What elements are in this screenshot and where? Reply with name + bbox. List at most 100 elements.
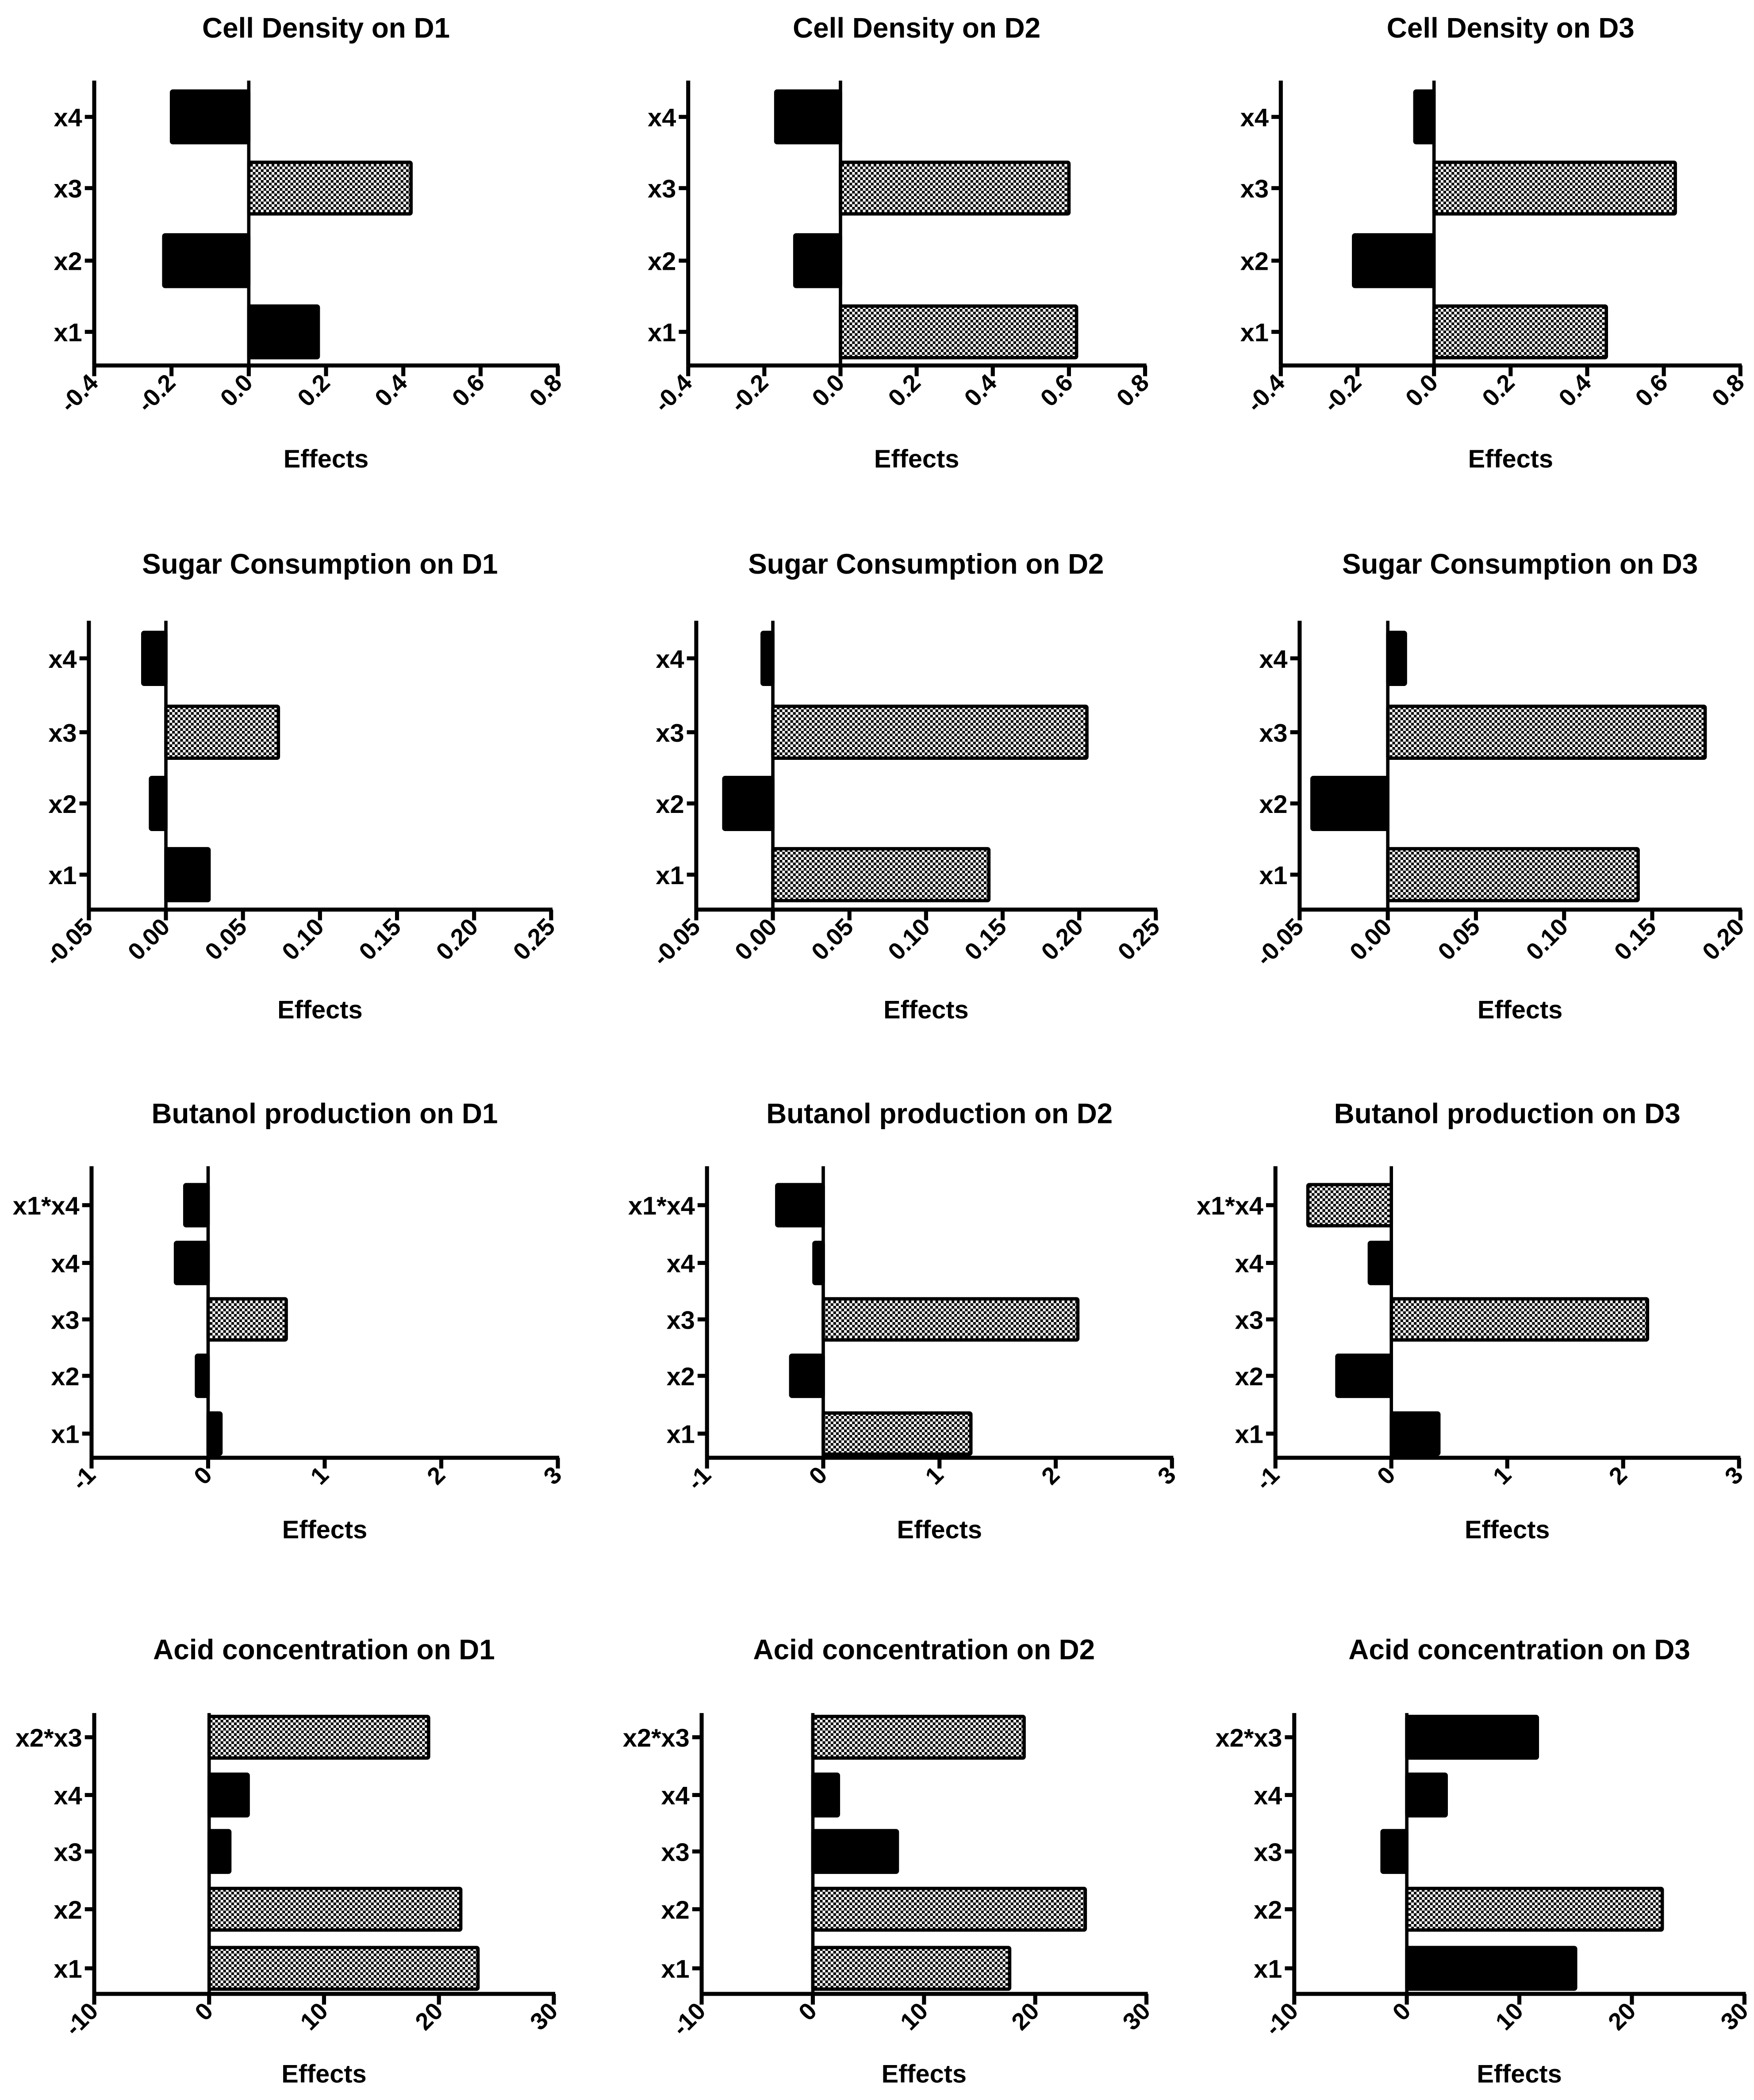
category-label: x4 xyxy=(54,104,82,132)
x-tick-label: 0.00 xyxy=(729,913,782,965)
category-label: x2 xyxy=(1235,1363,1263,1391)
x-tick-label: -0.2 xyxy=(1318,369,1366,418)
x-tick-label: 0.20 xyxy=(1036,913,1088,965)
x-tick-label: 0.0 xyxy=(1400,369,1443,412)
bar-x2 xyxy=(1310,776,1389,832)
x-tick-label: 0.6 xyxy=(1630,369,1673,412)
chart-title: Butanol production on D3 xyxy=(1334,1098,1681,1130)
x-tick-label: 30 xyxy=(1716,1997,1754,2035)
bar-x1 xyxy=(206,1411,223,1456)
category-label: x1 xyxy=(48,862,77,890)
category-label: x3 xyxy=(1240,175,1269,203)
x-tick-label: -0.05 xyxy=(40,913,98,971)
x-tick-label: 0.2 xyxy=(883,369,926,412)
x-axis-label: Effects xyxy=(282,1516,367,1544)
x-tick-label: 0.10 xyxy=(883,913,935,965)
x-tick-label: 0.6 xyxy=(447,369,490,412)
chart-panel: Acid concentration on D2 x2*x3 x4 x3 x2 x1 -10… xyxy=(623,1634,1155,2089)
x-tick-label: 0 xyxy=(804,1461,833,1490)
bar-x2 xyxy=(195,1353,210,1398)
bar-x1*x4 xyxy=(775,1183,825,1228)
chart-panel: Acid concentration on D1 x2*x3 x4 x3 x2 x1 -10… xyxy=(15,1634,563,2089)
x-axis-label: Effects xyxy=(1477,2060,1562,2089)
x-tick-label: 0 xyxy=(1372,1461,1401,1490)
bar-x4 xyxy=(812,1241,825,1285)
chart-panel: Sugar Consumption on D2 x4 x3 x2 x1 -0.05 0.00… xyxy=(647,548,1165,1024)
bar-x1 xyxy=(247,304,320,360)
bar-x3 xyxy=(811,1829,899,1874)
bar-x2 xyxy=(1405,1886,1664,1932)
chart-title: Sugar Consumption on D3 xyxy=(1342,548,1698,580)
x-tick-label: 0.2 xyxy=(292,369,335,412)
bar-x1 xyxy=(1405,1946,1577,1991)
x-tick-label: 1 xyxy=(305,1461,334,1490)
bar-x3 xyxy=(164,705,280,760)
x-tick-label: -1 xyxy=(682,1461,716,1496)
x-tick-label: -0.05 xyxy=(647,913,705,971)
bar-x2 xyxy=(162,233,251,288)
chart-title: Acid concentration on D2 xyxy=(753,1634,1095,1666)
category-label: x3 xyxy=(48,719,77,747)
bar-x2 xyxy=(722,776,775,832)
category-label: x4 xyxy=(51,1250,79,1278)
category-label: x1 xyxy=(667,1421,695,1449)
x-tick-label: 2 xyxy=(422,1461,451,1490)
chart-title: Sugar Consumption on D2 xyxy=(748,548,1104,580)
category-label: x1 xyxy=(51,1421,79,1449)
bar-x2 xyxy=(1335,1353,1393,1398)
bar-x3 xyxy=(1380,1829,1409,1874)
x-tick-label: -0.05 xyxy=(1251,913,1309,971)
bar-x1 xyxy=(839,304,1078,360)
category-label: x2*x3 xyxy=(623,1724,690,1752)
x-tick-label: 20 xyxy=(1603,1997,1641,2035)
category-label: x2 xyxy=(54,1896,82,1924)
x-axis-label: Effects xyxy=(882,2060,967,2089)
x-tick-label: 0.05 xyxy=(200,913,252,965)
x-tick-label: -0.2 xyxy=(725,369,774,418)
category-label: x2 xyxy=(1254,1896,1282,1924)
x-tick-label: -10 xyxy=(1259,1997,1303,2041)
x-tick-label: 0.15 xyxy=(1609,913,1661,965)
bar-x3 xyxy=(207,1829,232,1874)
x-tick-label: 10 xyxy=(295,1997,333,2035)
chart-title: Butanol production on D2 xyxy=(766,1098,1113,1130)
category-label: x2 xyxy=(667,1363,695,1391)
bar-x2 xyxy=(789,1353,825,1398)
category-label: x4 xyxy=(54,1782,82,1810)
x-tick-label: 0.15 xyxy=(354,913,406,965)
chart-title: Acid concentration on D1 xyxy=(153,1634,495,1666)
category-label: x3 xyxy=(1259,719,1287,747)
category-label: x2 xyxy=(648,248,676,276)
x-tick-label: 0.4 xyxy=(1554,369,1597,412)
bar-x1 xyxy=(1386,847,1640,903)
x-tick-label: 3 xyxy=(1152,1461,1181,1490)
x-tick-label: 0 xyxy=(1387,1997,1416,2026)
bar-x4 xyxy=(760,631,775,686)
bar-x3 xyxy=(247,161,413,216)
x-tick-label: 1 xyxy=(920,1461,949,1490)
category-label: x4 xyxy=(656,645,684,674)
bar-x1 xyxy=(164,847,211,903)
x-tick-label: 10 xyxy=(1490,1997,1528,2035)
chart-panel: Acid concentration on D3 x2*x3 x4 x3 x2 x1 -10… xyxy=(1216,1634,1754,2089)
category-label: x4 xyxy=(1235,1250,1263,1278)
bar-x4 xyxy=(774,89,842,145)
chart-panel: Butanol production on D3 x1*x4 x4 x3 x2 x1 -1 0… xyxy=(1197,1098,1748,1544)
x-tick-label: 0.2 xyxy=(1477,369,1520,412)
bar-x1 xyxy=(1432,304,1608,360)
chart-title: Cell Density on D1 xyxy=(202,12,450,44)
bar-x4 xyxy=(1413,89,1436,145)
x-tick-label: 0.05 xyxy=(806,913,858,965)
category-label: x3 xyxy=(54,175,82,203)
x-tick-label: -10 xyxy=(60,1997,104,2041)
x-tick-label: 0.4 xyxy=(369,369,412,412)
category-label: x2 xyxy=(661,1896,690,1924)
category-label: x3 xyxy=(1254,1838,1282,1866)
x-axis-label: Effects xyxy=(1478,996,1562,1024)
chart-panel: Sugar Consumption on D3 x4 x3 x2 x1 -0.05 0.00… xyxy=(1251,548,1750,1024)
x-axis-label: Effects xyxy=(874,445,959,473)
bar-x2 xyxy=(793,233,842,288)
x-tick-label: -1 xyxy=(1250,1461,1285,1496)
category-label: x1 xyxy=(656,862,684,890)
